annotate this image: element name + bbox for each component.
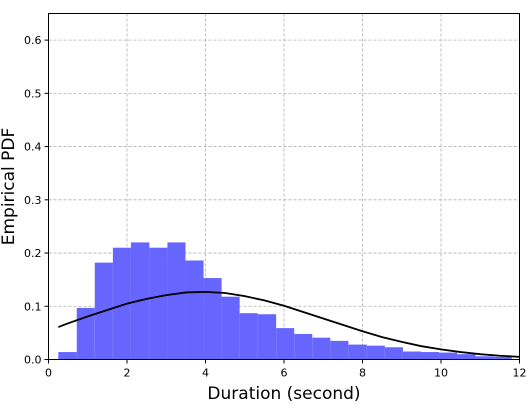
y-tick-label: 0.0 [24, 354, 42, 367]
histogram-bar [112, 247, 131, 360]
y-tick-label: 0.3 [24, 194, 42, 207]
histogram-bar [402, 351, 421, 360]
grid-lines [48, 13, 520, 360]
histogram-bar [493, 356, 512, 360]
histogram-bar [257, 314, 277, 360]
y-axis-label: Empirical PDF [0, 128, 19, 246]
histogram-bar [348, 344, 367, 360]
histogram-bar [457, 354, 476, 360]
histogram-bar [221, 296, 240, 360]
histogram-bar [439, 352, 458, 360]
fit-curve-line [57, 290, 520, 358]
y-tick-label: 0.4 [24, 141, 42, 154]
histogram-bar [203, 278, 222, 360]
y-tick-label: 0.2 [24, 247, 42, 260]
histogram-bar [366, 345, 385, 360]
histogram-bar [384, 347, 403, 360]
histogram-bar [76, 307, 95, 360]
x-tick-label: 0 [45, 367, 52, 380]
histogram-bar [185, 260, 204, 360]
y-tick-label: 0.6 [24, 34, 42, 47]
x-tick-label: 2 [124, 367, 131, 380]
x-tick-label: 12 [513, 367, 527, 380]
histogram-bar [239, 313, 258, 360]
x-tick-label: 8 [359, 367, 366, 380]
x-tick-label: 6 [281, 367, 288, 380]
fit-curve-layer [57, 290, 520, 358]
histogram-bar [475, 356, 494, 360]
y-tick-label: 0.5 [24, 87, 42, 100]
x-tick-label: 4 [202, 367, 209, 380]
axis-ticks: 0 2 4 6 8 10 12 0.0 0.1 0.2 0.3 0.4 0.5 0.6 [24, 34, 527, 379]
histogram-bar [294, 333, 313, 360]
histogram-bar [58, 352, 77, 360]
histogram-bar [149, 247, 168, 360]
histogram-bar [312, 337, 331, 360]
x-tick-label: 10 [434, 367, 448, 380]
x-axis-label: Duration (second) [207, 384, 360, 404]
histogram-bar [167, 242, 186, 360]
histogram-bar [276, 328, 295, 360]
y-tick-label: 0.1 [24, 300, 42, 313]
histogram-bars [58, 242, 512, 360]
histogram-bar [330, 340, 349, 360]
histogram-bar [420, 352, 440, 360]
